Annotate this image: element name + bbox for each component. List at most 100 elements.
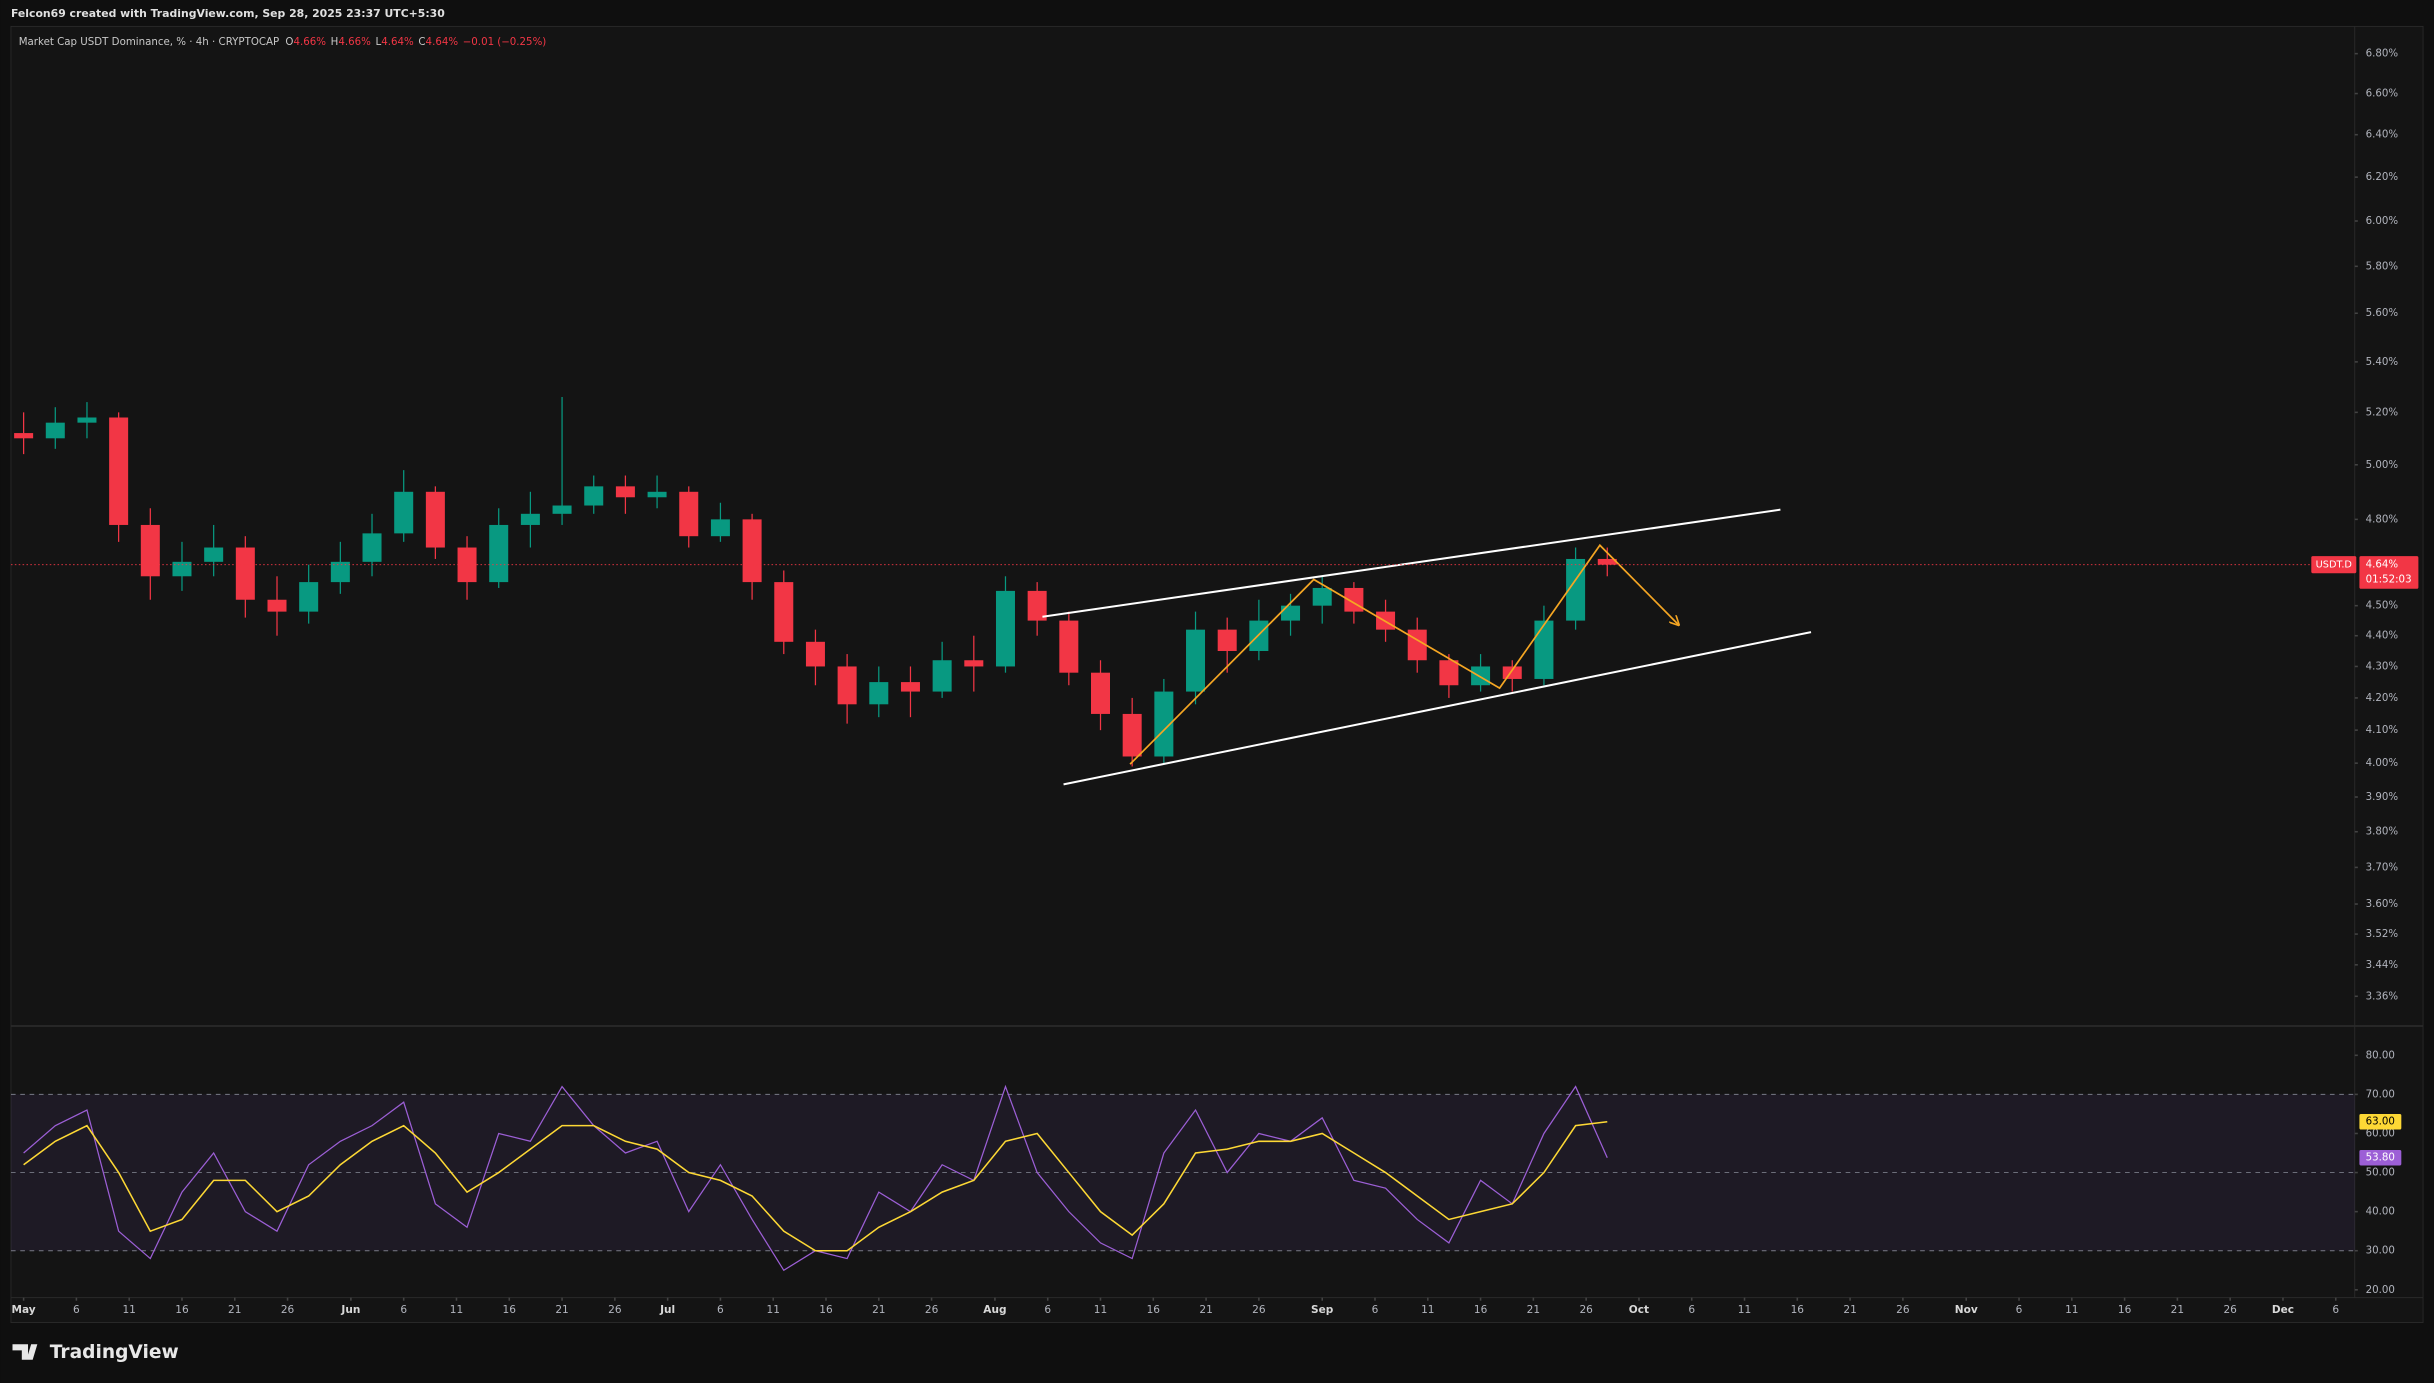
x-tick-label: Nov bbox=[1955, 1304, 1978, 1316]
candle-body bbox=[1471, 666, 1491, 686]
y-tick-label: 5.40% bbox=[2366, 356, 2399, 368]
x-tick-label: 6 bbox=[2332, 1304, 2339, 1316]
x-tick-label: 11 bbox=[1738, 1304, 1751, 1316]
x-tick-label: 11 bbox=[767, 1304, 780, 1316]
last-price: 4.64% bbox=[2366, 559, 2399, 571]
x-tick-label: 6 bbox=[400, 1304, 407, 1316]
y-tick-label: 3.52% bbox=[2366, 928, 2399, 940]
legend-change-pct: (−0.25%) bbox=[497, 36, 546, 48]
legend-value: 4.66% bbox=[338, 36, 371, 48]
candle-body bbox=[330, 561, 350, 583]
x-tick-label: 26 bbox=[1896, 1304, 1910, 1316]
candle-body bbox=[1154, 691, 1174, 757]
y-tick-label: 5.00% bbox=[2366, 459, 2399, 471]
candle-body bbox=[932, 660, 952, 692]
candle-body bbox=[869, 682, 889, 705]
x-tick-label: 21 bbox=[555, 1304, 568, 1316]
candle-body bbox=[679, 491, 699, 537]
rsi-last-badge bbox=[2359, 1113, 2402, 1130]
legend-value: 4.64% bbox=[426, 36, 459, 48]
candle-body bbox=[584, 486, 604, 506]
candle-body bbox=[1502, 666, 1522, 679]
legend-key: H bbox=[331, 36, 339, 48]
rsi-y-tick-label: 60.00 bbox=[2366, 1127, 2395, 1139]
candle-body bbox=[299, 582, 319, 612]
y-tick-label: 5.80% bbox=[2366, 260, 2399, 272]
candle-body bbox=[774, 582, 794, 642]
y-tick-label: 4.20% bbox=[2366, 692, 2399, 704]
candle-body bbox=[362, 533, 382, 562]
candle-body bbox=[1027, 590, 1047, 621]
candle-body bbox=[1597, 558, 1617, 565]
x-tick-label: 6 bbox=[1688, 1304, 1695, 1316]
candle-body bbox=[1122, 713, 1142, 757]
x-tick-label: Jul bbox=[659, 1304, 675, 1316]
x-tick-label: 21 bbox=[228, 1304, 241, 1316]
candle-body bbox=[140, 524, 160, 577]
drawing-line bbox=[1063, 631, 1812, 786]
brand-logo: TradingView bbox=[12, 1342, 179, 1363]
x-tick-label: 16 bbox=[503, 1304, 517, 1316]
candle-body bbox=[489, 524, 509, 583]
legend-key: C bbox=[418, 36, 425, 48]
candle-body bbox=[615, 486, 635, 498]
x-tick-label: 16 bbox=[175, 1304, 189, 1316]
x-tick-label: 11 bbox=[1094, 1304, 1107, 1316]
candle-body bbox=[267, 599, 287, 612]
rsi-last-label: 63.00 bbox=[2366, 1116, 2395, 1128]
x-tick-label: 26 bbox=[925, 1304, 939, 1316]
x-tick-label: 21 bbox=[1527, 1304, 1540, 1316]
rsi-last-label: 53.80 bbox=[2366, 1152, 2395, 1164]
candle-body bbox=[647, 491, 667, 498]
candle-body bbox=[964, 660, 984, 667]
rsi-y-tick-label: 70.00 bbox=[2366, 1088, 2395, 1100]
rsi-y-tick-label: 50.00 bbox=[2366, 1167, 2395, 1179]
candle-body bbox=[837, 666, 857, 705]
y-tick-label: 6.80% bbox=[2366, 48, 2399, 60]
drawing-line bbox=[1042, 508, 1781, 618]
candle-body bbox=[1439, 660, 1459, 686]
symbol: USDT.D bbox=[2316, 560, 2352, 571]
x-tick-label: 16 bbox=[1474, 1304, 1488, 1316]
y-tick-label: 4.40% bbox=[2366, 630, 2399, 642]
x-tick-label: 11 bbox=[122, 1304, 135, 1316]
rsi-y-tick-label: 30.00 bbox=[2366, 1245, 2395, 1257]
y-tick-label: 6.40% bbox=[2366, 129, 2399, 141]
y-tick-label: 6.00% bbox=[2366, 215, 2399, 227]
countdown: 01:52:03 bbox=[2366, 573, 2412, 585]
x-tick-label: 11 bbox=[2065, 1304, 2078, 1316]
x-tick-label: 11 bbox=[1421, 1304, 1434, 1316]
rsi-y-tick-label: 80.00 bbox=[2366, 1049, 2395, 1061]
candle-body bbox=[900, 682, 920, 692]
candle-body bbox=[425, 491, 445, 548]
x-tick-label: Sep bbox=[1311, 1304, 1334, 1316]
y-tick-label: 6.20% bbox=[2366, 171, 2399, 183]
candle-body bbox=[1534, 620, 1554, 679]
candle-body bbox=[394, 491, 414, 534]
candle-body bbox=[805, 641, 825, 667]
candle-body bbox=[77, 417, 97, 423]
x-tick-label: 16 bbox=[1147, 1304, 1161, 1316]
rsi-y-tick-label: 40.00 bbox=[2366, 1206, 2395, 1218]
y-tick-label: 6.60% bbox=[2366, 88, 2399, 100]
y-tick-label: 4.30% bbox=[2366, 660, 2399, 672]
candle-body bbox=[1217, 629, 1237, 651]
x-tick-label: 6 bbox=[73, 1304, 80, 1316]
x-tick-label: 6 bbox=[717, 1304, 724, 1316]
x-tick-label: 26 bbox=[281, 1304, 295, 1316]
candle-body bbox=[14, 433, 34, 439]
rsi-y-tick-label: 20.00 bbox=[2366, 1284, 2395, 1296]
candle-body bbox=[235, 547, 255, 600]
y-tick-label: 3.90% bbox=[2366, 791, 2399, 803]
y-tick-label: 4.00% bbox=[2366, 757, 2399, 769]
candle-body bbox=[552, 505, 572, 514]
x-tick-label: 6 bbox=[2016, 1304, 2023, 1316]
legend-value: 4.66% bbox=[293, 36, 326, 48]
candle-body bbox=[995, 590, 1015, 667]
legend-key: O bbox=[285, 36, 293, 48]
legend-title: Market Cap USDT Dominance, % · 4h · CRYP… bbox=[19, 36, 280, 48]
y-tick-label: 3.80% bbox=[2366, 826, 2399, 838]
y-tick-label: 5.60% bbox=[2366, 307, 2399, 319]
x-tick-label: 26 bbox=[608, 1304, 622, 1316]
